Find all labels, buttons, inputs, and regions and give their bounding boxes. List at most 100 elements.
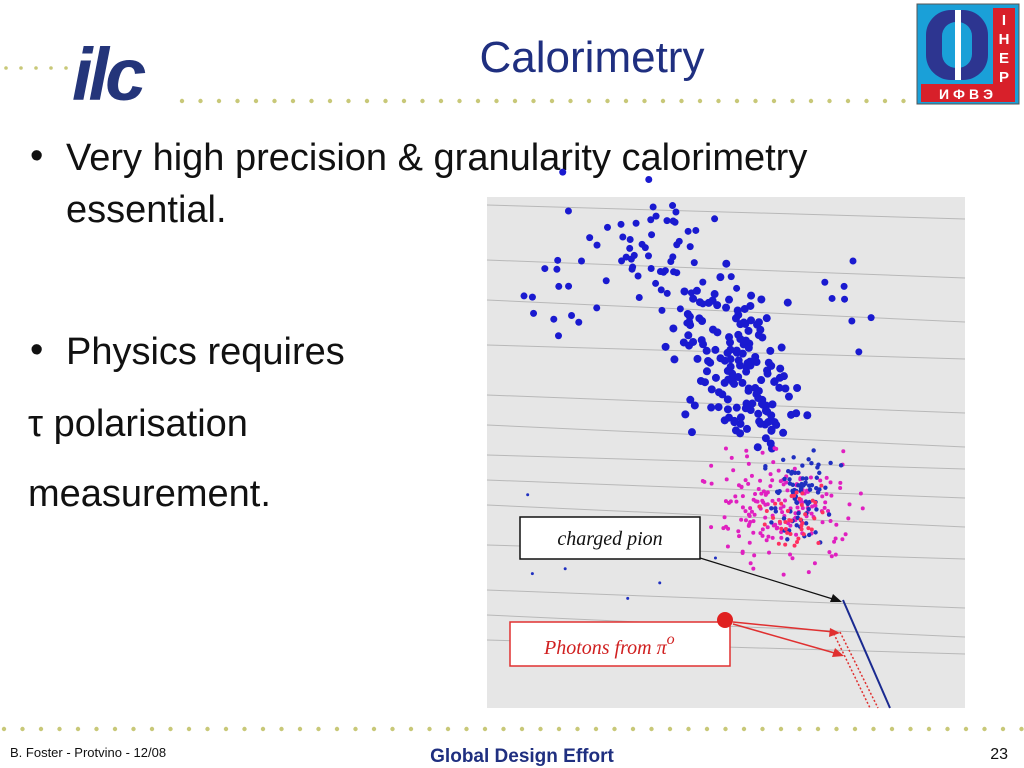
rule-dot xyxy=(371,726,377,732)
rule-dot xyxy=(642,98,647,104)
photon-hit xyxy=(781,482,786,487)
hadron-hit xyxy=(575,318,583,326)
photon-hit xyxy=(818,478,823,483)
photon-hit xyxy=(740,505,745,510)
photon-hit xyxy=(792,466,797,471)
footer-author: B. Foster - Protvino - 12/08 xyxy=(10,745,166,760)
rule-dot xyxy=(963,726,969,732)
photon-hit xyxy=(806,570,811,575)
hadron-hit xyxy=(680,287,689,296)
logo-cyrillic-band xyxy=(921,84,1015,102)
photon-hit xyxy=(777,519,782,524)
event-display: charged pion Photons from πo xyxy=(486,168,966,709)
photon-hit xyxy=(776,497,781,502)
hadron-hit xyxy=(740,304,749,313)
photon-hit xyxy=(700,478,705,483)
hadron-hit xyxy=(686,321,695,330)
photon-hit xyxy=(764,538,769,543)
rule-dot xyxy=(734,98,740,104)
arrow xyxy=(732,621,835,633)
pion-hit xyxy=(806,483,812,488)
hadron-hit xyxy=(849,257,857,265)
rule-dot xyxy=(1000,726,1006,732)
pion-hit xyxy=(787,477,792,482)
hadron-hit xyxy=(756,419,765,428)
hadron-hit xyxy=(741,336,750,345)
bullet-marker: • xyxy=(30,135,43,177)
hadron-hit xyxy=(727,273,735,281)
rule-dot xyxy=(427,726,432,732)
hadron-hit xyxy=(684,227,692,235)
hadron-hit xyxy=(634,272,642,280)
pion-hit xyxy=(806,532,812,538)
arrowhead xyxy=(829,628,840,637)
photon-hit xyxy=(762,522,767,527)
rule-dot xyxy=(704,726,710,732)
photon-hit xyxy=(768,484,773,489)
logo-cyrillic: ИФВЭ xyxy=(939,86,997,102)
pion-hit xyxy=(769,520,774,525)
photon-hit xyxy=(803,512,808,517)
hadron-hit xyxy=(586,234,594,242)
layer-line xyxy=(486,259,966,279)
hadron-hit xyxy=(553,265,561,273)
photon-hit xyxy=(757,504,762,509)
hadron-hit xyxy=(734,330,743,339)
photon-hit xyxy=(806,526,811,531)
pion-hit xyxy=(823,485,828,490)
photon-hit xyxy=(726,526,731,531)
hadron-hit xyxy=(759,400,768,409)
rule-dot xyxy=(364,98,370,104)
figure-label-superscript: o xyxy=(667,631,675,648)
hadron-hit xyxy=(725,295,734,304)
rule-dot xyxy=(390,726,395,732)
hadron-hit xyxy=(669,253,677,261)
photon-hit xyxy=(752,512,757,517)
hadron-hit xyxy=(793,383,802,392)
pion-hit xyxy=(817,487,822,492)
photon-hit xyxy=(736,529,741,534)
dotted-rules xyxy=(1,66,1024,732)
photon-hit xyxy=(771,460,776,465)
photon-hit xyxy=(843,532,848,537)
photon-hit xyxy=(763,492,768,497)
hadron-hit xyxy=(736,419,745,428)
pion-hit xyxy=(826,512,832,517)
photon-hit xyxy=(793,511,798,516)
pion-hit xyxy=(769,506,774,511)
hadron-hit xyxy=(723,395,732,404)
photon-hit xyxy=(748,506,753,511)
hadron-hit xyxy=(704,298,713,307)
rule-dot xyxy=(297,726,303,732)
photon-hit xyxy=(788,531,793,536)
hadron-hit xyxy=(716,273,725,282)
hadron-hit xyxy=(747,316,756,325)
hadron-hit xyxy=(711,215,719,223)
photon-hit xyxy=(840,537,845,542)
hadron-hit xyxy=(565,282,573,290)
arrow xyxy=(732,623,839,655)
pi0-vertex xyxy=(717,612,733,628)
photon-hit xyxy=(816,540,821,545)
pion-hit xyxy=(806,457,811,462)
arrowhead xyxy=(830,594,842,602)
photon-hit xyxy=(726,500,731,505)
hadron-hit xyxy=(848,317,856,325)
photon-hit xyxy=(833,552,838,557)
rule-dot xyxy=(686,726,691,732)
photon-hit xyxy=(753,499,758,504)
photon-hit xyxy=(822,505,827,510)
rule-dot xyxy=(797,726,802,732)
rule-dot xyxy=(882,98,888,104)
photon-hit xyxy=(794,490,799,495)
photon-hit xyxy=(796,536,801,541)
photon-hit xyxy=(722,515,727,520)
rule-dot xyxy=(34,66,38,70)
stray-hit xyxy=(563,567,567,571)
photon-hit xyxy=(753,492,758,497)
hadron-hit xyxy=(657,286,665,294)
photon-hit xyxy=(751,566,756,571)
photon-hit xyxy=(795,539,800,544)
layer-line xyxy=(486,454,966,470)
hadron-hit xyxy=(692,226,700,234)
